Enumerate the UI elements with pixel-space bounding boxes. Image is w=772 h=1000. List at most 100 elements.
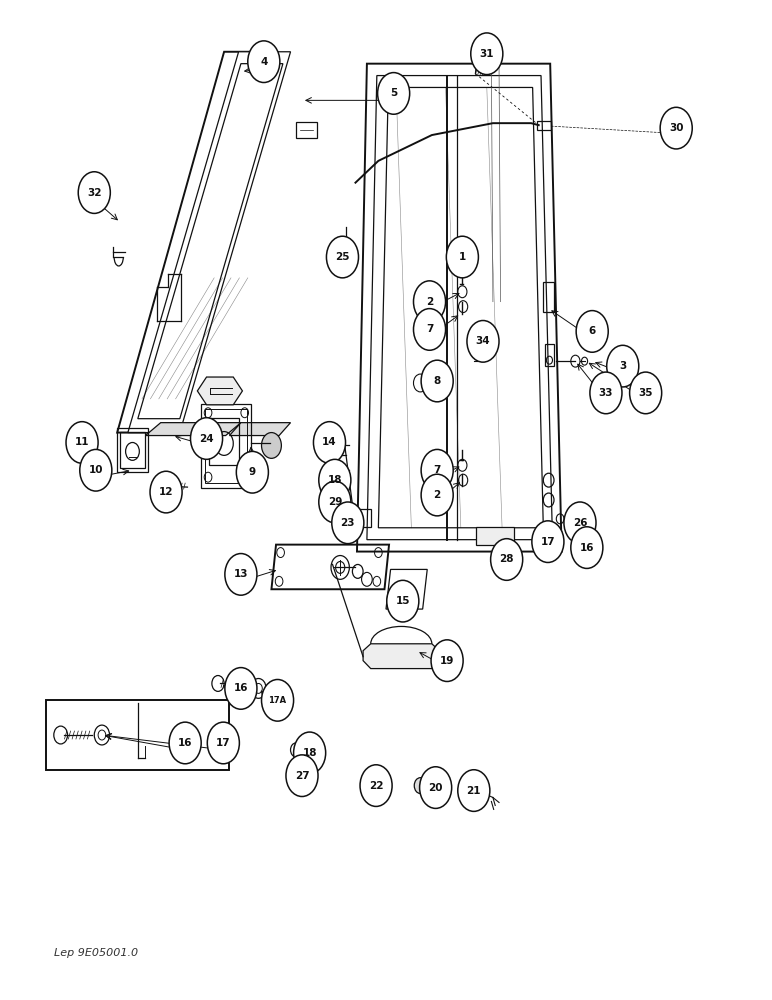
Bar (476, 527, 514, 545)
Bar (46, 700, 229, 770)
Circle shape (191, 418, 222, 459)
Polygon shape (198, 377, 242, 405)
Bar (120, 432, 144, 468)
Circle shape (422, 360, 453, 402)
Text: 17: 17 (540, 537, 555, 547)
Bar (201, 404, 251, 488)
Text: 2: 2 (434, 490, 441, 500)
Circle shape (313, 422, 346, 463)
Text: 12: 12 (159, 487, 173, 497)
Text: 19: 19 (440, 656, 454, 666)
Text: 2: 2 (426, 297, 433, 307)
Circle shape (150, 471, 182, 513)
Circle shape (319, 459, 350, 501)
Text: 26: 26 (573, 518, 587, 528)
Text: 20: 20 (428, 783, 443, 793)
Bar (209, 418, 239, 465)
Text: 33: 33 (599, 388, 613, 398)
Bar (205, 409, 247, 483)
Text: 9: 9 (249, 467, 256, 477)
Text: Lep 9E05001.0: Lep 9E05001.0 (54, 948, 138, 958)
Text: 17: 17 (216, 738, 231, 748)
Circle shape (420, 767, 452, 808)
Circle shape (564, 502, 596, 544)
Circle shape (491, 539, 523, 580)
Circle shape (360, 765, 392, 806)
Text: 4: 4 (260, 57, 268, 67)
Text: 11: 11 (75, 437, 90, 447)
Circle shape (262, 679, 293, 721)
Circle shape (571, 527, 603, 568)
Circle shape (415, 778, 426, 794)
Text: 3: 3 (619, 361, 626, 371)
Text: 6: 6 (588, 326, 596, 336)
Text: 1: 1 (459, 252, 466, 262)
Circle shape (422, 474, 453, 516)
Text: 14: 14 (322, 437, 337, 447)
Circle shape (467, 321, 499, 362)
Bar (357, 509, 371, 527)
Circle shape (78, 172, 110, 213)
Text: 16: 16 (580, 543, 594, 553)
Circle shape (387, 580, 419, 622)
Text: 18: 18 (303, 748, 317, 758)
Bar (537, 121, 551, 130)
Circle shape (248, 41, 280, 83)
Circle shape (431, 640, 463, 681)
Text: 7: 7 (434, 465, 441, 475)
Text: 17A: 17A (269, 696, 286, 705)
Circle shape (236, 451, 269, 493)
Circle shape (458, 770, 490, 811)
Circle shape (327, 236, 358, 278)
Circle shape (607, 345, 638, 387)
Text: 22: 22 (369, 781, 384, 791)
Text: 23: 23 (340, 518, 355, 528)
Text: 25: 25 (335, 252, 350, 262)
Text: 34: 34 (476, 336, 490, 346)
Circle shape (169, 722, 201, 764)
Bar (296, 122, 317, 138)
Polygon shape (145, 423, 241, 436)
Circle shape (80, 449, 112, 491)
Circle shape (576, 311, 608, 352)
Circle shape (378, 73, 410, 114)
Text: 16: 16 (234, 683, 248, 693)
Text: 31: 31 (479, 49, 494, 59)
Polygon shape (128, 52, 290, 433)
Circle shape (414, 309, 445, 350)
Polygon shape (229, 423, 290, 436)
Circle shape (66, 422, 98, 463)
Circle shape (208, 722, 239, 764)
Circle shape (68, 433, 80, 448)
Text: 35: 35 (638, 388, 653, 398)
Circle shape (422, 449, 453, 491)
Bar (543, 282, 554, 312)
Circle shape (446, 236, 479, 278)
Text: 30: 30 (669, 123, 683, 133)
Circle shape (225, 554, 257, 595)
Circle shape (225, 668, 257, 709)
Text: 16: 16 (178, 738, 192, 748)
Text: 27: 27 (295, 771, 310, 781)
Circle shape (660, 107, 692, 149)
Circle shape (159, 479, 170, 493)
Circle shape (590, 372, 622, 414)
Circle shape (532, 521, 564, 562)
Text: 7: 7 (426, 324, 433, 334)
Text: 10: 10 (89, 465, 103, 475)
Text: 5: 5 (390, 88, 398, 98)
Polygon shape (363, 644, 439, 669)
Bar (117, 428, 147, 472)
Circle shape (414, 281, 445, 322)
Text: 8: 8 (434, 376, 441, 386)
Circle shape (630, 372, 662, 414)
Text: 18: 18 (327, 475, 342, 485)
Text: 32: 32 (87, 188, 102, 198)
Text: 21: 21 (466, 786, 481, 796)
Bar (545, 344, 554, 366)
Circle shape (332, 502, 364, 544)
Circle shape (319, 481, 350, 523)
Bar (336, 255, 350, 264)
Text: 29: 29 (327, 497, 342, 507)
Circle shape (286, 755, 318, 797)
